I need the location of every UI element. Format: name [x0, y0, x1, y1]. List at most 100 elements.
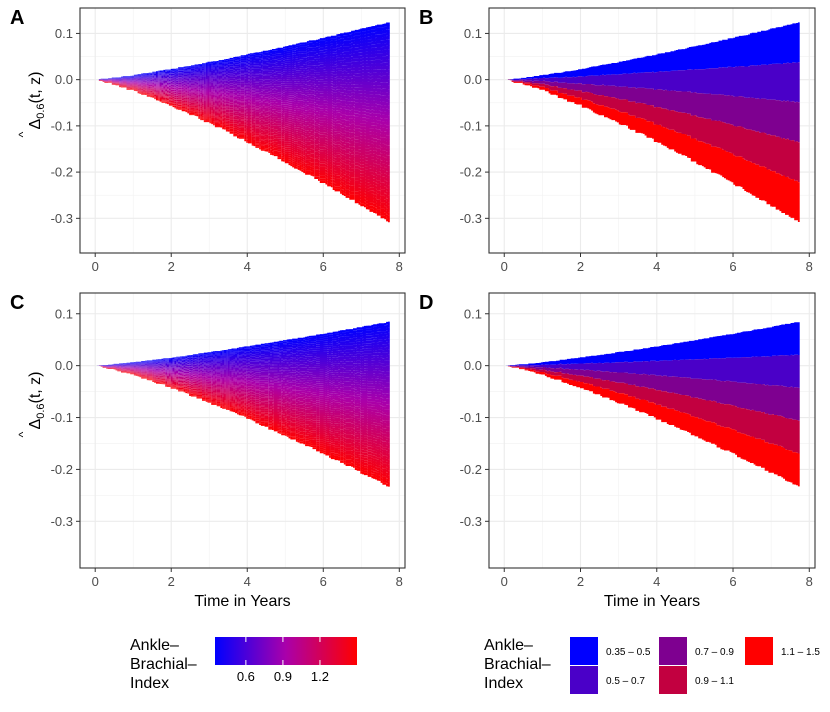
y-axis-title-hat: ^ [16, 131, 30, 137]
x-tick-label: 6 [320, 259, 327, 274]
y-tick-label: -0.2 [51, 165, 73, 180]
legend-key-swatch [659, 637, 687, 665]
area-strip [95, 365, 390, 389]
area-strip [95, 360, 390, 366]
legend-colorbar [215, 637, 357, 665]
y-tick-label: -0.3 [51, 514, 73, 529]
y-tick-label: -0.1 [51, 118, 73, 133]
y-axis-title: Δ0.6(t, z) [27, 72, 47, 130]
y-tick-label: 0.0 [55, 358, 73, 373]
panel-c: 0 2 4 6 8 0.1 0.0 -0.1 -0.2 -0.3 C Δ0.6(t, z)^ Time … [10, 292, 406, 610]
y-tick-label: 0.1 [55, 306, 73, 321]
area-strip [95, 365, 390, 380]
area-strip [95, 365, 390, 383]
legend-continuous: Ankle– Brachial– Index 0.6 0.9 1.2 [130, 637, 357, 692]
panel-tag: C [10, 292, 24, 314]
x-tick-label: 0 [501, 574, 508, 589]
x-tick-label: 0 [92, 574, 99, 589]
x-axis-title: Time in Years [604, 593, 700, 610]
area-band-2 [504, 62, 800, 103]
x-tick-label: 0 [92, 259, 99, 274]
x-tick-label: 2 [168, 574, 175, 589]
panel-d: 0 2 4 6 8 0.1 0.0 -0.1 -0.2 -0.3 D Time in Years [419, 292, 816, 610]
legend-key-swatch [659, 666, 687, 694]
x-tick-label: 2 [168, 259, 175, 274]
x-tick-label: 8 [806, 259, 813, 274]
area-strip [95, 79, 390, 90]
y-tick-label: -0.2 [460, 462, 482, 477]
legend-key-label: 1.1 – 1.5 [781, 647, 820, 658]
legend-colorbar-label: 0.9 [274, 669, 292, 684]
y-tick-label: -0.1 [51, 410, 73, 425]
area-band-1 [504, 321, 800, 366]
legend-continuous-title-line: Index [130, 675, 169, 692]
x-tick-label: 6 [320, 574, 327, 589]
panel-border [79, 7, 406, 254]
area-band-3 [504, 365, 800, 422]
x-tick-label: 0 [501, 259, 508, 274]
x-tick-label: 4 [653, 574, 660, 589]
y-axis-title: Δ0.6(t, z) [27, 372, 47, 430]
panel-border [488, 7, 816, 254]
x-axis-title: Time in Years [194, 593, 290, 610]
legend-key-swatch [570, 666, 598, 694]
area-strip [95, 365, 390, 370]
area-strip [95, 357, 390, 366]
y-tick-label: 0.1 [55, 26, 73, 41]
y-tick-label: -0.2 [51, 462, 73, 477]
y-axis-title-symbol: Δ [27, 418, 44, 429]
y-tick-label: 0.0 [464, 72, 482, 87]
legend-key-label: 0.35 – 0.5 [606, 647, 651, 658]
x-tick-label: 8 [396, 259, 403, 274]
area-strip [95, 365, 390, 386]
y-tick-label: -0.1 [460, 118, 482, 133]
x-tick-label: 8 [806, 574, 813, 589]
x-tick-label: 4 [244, 574, 251, 589]
area-strip [95, 362, 390, 367]
y-tick-label: 0.0 [55, 72, 73, 87]
x-tick-label: 6 [729, 259, 736, 274]
y-axis-title-hat: ^ [16, 431, 30, 437]
area-strip [95, 78, 390, 83]
y-axis-title-subscript: 0.6 [35, 404, 47, 419]
area-strip [95, 72, 390, 80]
y-tick-label: -0.2 [460, 165, 482, 180]
y-tick-label: -0.1 [460, 410, 482, 425]
area-band-4 [504, 79, 800, 183]
area-band-2 [504, 354, 800, 388]
y-tick-label: 0.0 [464, 358, 482, 373]
legend-key-label: 0.7 – 0.9 [695, 647, 734, 658]
legend-discrete-title-line: Ankle– [484, 637, 533, 654]
y-tick-label: -0.3 [51, 211, 73, 226]
x-tick-label: 2 [577, 259, 584, 274]
y-tick-label: 0.1 [464, 26, 482, 41]
area-strip [95, 75, 390, 81]
legend-continuous-title-line: Brachial– [130, 656, 197, 673]
y-axis-title-subscript: 0.6 [35, 104, 47, 119]
y-tick-label: 0.1 [464, 306, 482, 321]
panel-border [488, 292, 816, 569]
x-tick-label: 4 [244, 259, 251, 274]
area-strip [95, 365, 390, 375]
panel-b: 0 2 4 6 8 0.1 0.0 -0.1 -0.2 -0.3 B [419, 7, 816, 274]
x-tick-label: 8 [396, 574, 403, 589]
legend-discrete-title-line: Index [484, 675, 523, 692]
panel-tag: B [419, 7, 433, 29]
y-axis-title-symbol: Δ [27, 118, 44, 129]
y-tick-label: -0.3 [460, 514, 482, 529]
legend-key-label: 0.9 – 1.1 [695, 676, 734, 687]
legend-colorbar-label: 0.6 [237, 669, 255, 684]
area-strip [95, 365, 390, 378]
legend-discrete-title-line: Brachial– [484, 656, 551, 673]
x-tick-label: 4 [653, 259, 660, 274]
x-tick-label: 2 [577, 574, 584, 589]
legend-colorbar-label: 1.2 [311, 669, 329, 684]
legend-key-swatch [570, 637, 598, 665]
area-strip [95, 79, 390, 87]
legend-key-swatch [745, 637, 773, 665]
area-band-1 [504, 21, 800, 80]
legend-continuous-title-line: Ankle– [130, 637, 179, 654]
panel-tag: A [10, 7, 24, 29]
y-axis-title-args: (t, z) [27, 72, 44, 104]
